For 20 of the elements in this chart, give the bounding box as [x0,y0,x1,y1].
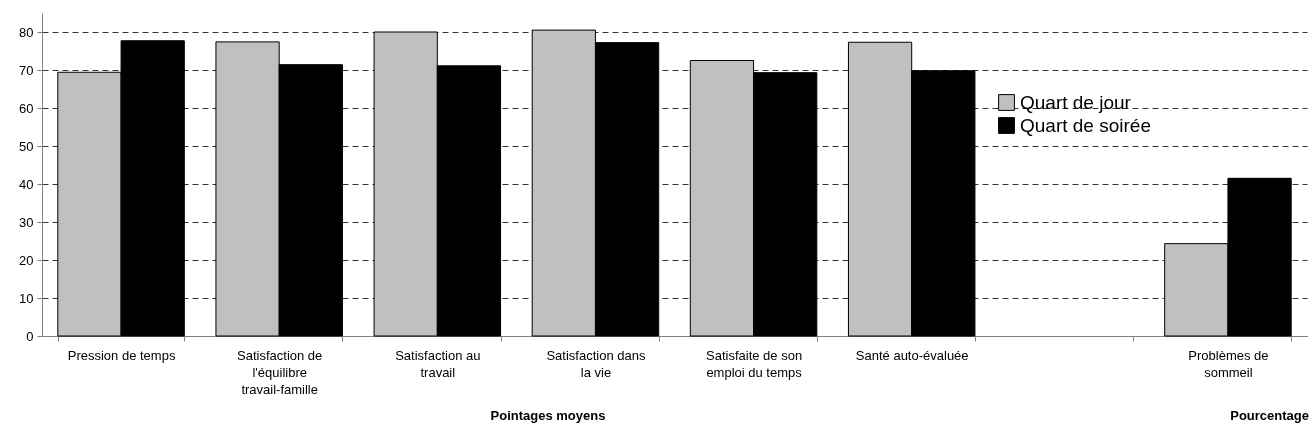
y-tick-label: 80 [19,24,34,40]
x-tick-label: Satisfaction au travail [395,347,481,380]
y-tick-label: 10 [19,290,34,306]
y-tick-label: 70 [19,62,34,78]
y-tick-label: 0 [26,328,34,344]
y-tick-label: 40 [19,176,34,192]
x-tick-label: Satisfaction de l'équilibre travail-famille [237,347,323,397]
x-tick-label: Pression de temps [67,347,176,363]
text: Pointages moyens [490,408,606,423]
x-tick-label: Santé auto-évaluée [855,347,969,363]
x-tick-label: Problèmes de sommeil [1188,347,1269,380]
y-tick-label: 30 [19,214,34,230]
legend-label: Quart de jour [1020,91,1132,113]
x-tick-label: Satisfaction dans la vie [546,347,646,380]
y-tick-label: 20 [19,252,34,268]
legend-label: Quart de soirée [1020,114,1151,136]
y-tick-label: 50 [19,138,34,154]
y-tick-label: 60 [19,100,34,116]
x-tick-label: Satisfaite de son emploi du temps [706,347,803,380]
text: Pourcentage [1230,408,1309,423]
